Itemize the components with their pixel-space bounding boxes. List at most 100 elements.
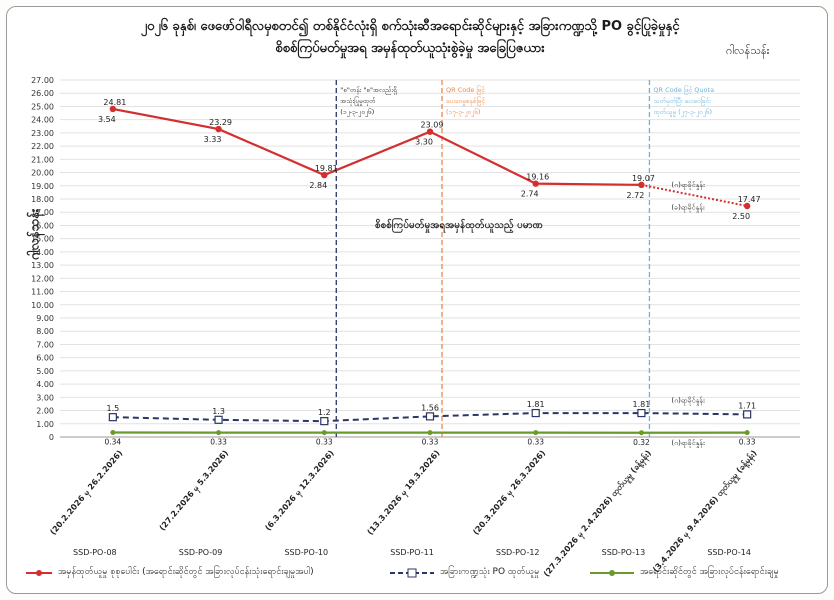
x-tick-label: (20.2.2026 မှ 26.2.2026) bbox=[48, 449, 126, 538]
data-point-total bbox=[426, 128, 434, 135]
data-point-other bbox=[321, 430, 327, 436]
y-tick-label: 5.00 bbox=[36, 367, 54, 376]
y-tick-label: 13.00 bbox=[31, 261, 54, 270]
legend-label-other: အရောင်းဆိုင်တွင် အခြားလုပ်ငန်းရောင်းချမှ… bbox=[640, 567, 779, 577]
legend-item-po: အခြားကဏ္ဍသုံး PO ထုတ်ယူမှု bbox=[390, 566, 539, 579]
data-label-total: 17.47 bbox=[738, 195, 761, 204]
data-point-total bbox=[109, 105, 117, 113]
annotation-vline-text: သတ်မှတ်ပြီး ပေးဝေခြင်း bbox=[653, 96, 711, 106]
series-line-total bbox=[112, 107, 642, 186]
data-point-other bbox=[533, 430, 539, 436]
y-tick-label: 24.00 bbox=[31, 116, 54, 125]
data-label-po: 1.81 bbox=[633, 400, 651, 409]
data-sublabel-total: 2.74 bbox=[521, 190, 539, 199]
data-point-po bbox=[320, 417, 329, 426]
data-point-po bbox=[425, 412, 435, 421]
po-label: SSD-PO-10 bbox=[284, 548, 328, 557]
po-label: SSD-PO-13 bbox=[602, 548, 646, 557]
data-sublabel-total: 2.50 bbox=[732, 212, 750, 221]
y-tick-label: 25.00 bbox=[31, 102, 54, 111]
po-label: SSD-PO-12 bbox=[496, 548, 540, 557]
data-label-total: 24.81 bbox=[103, 98, 126, 107]
y-tick-label: 3.00 bbox=[36, 393, 54, 402]
data-sublabel-total: 3.33 bbox=[204, 135, 222, 144]
data-label-total: 19.07 bbox=[632, 174, 655, 183]
data-point-po bbox=[637, 408, 646, 418]
data-point-other bbox=[110, 430, 116, 436]
data-label-po: 1.2 bbox=[318, 408, 331, 417]
annotation-vline-text: "စ"တန်း "စ"အလည်းရှိ bbox=[340, 86, 397, 95]
data-label-total: 19.16 bbox=[526, 173, 549, 182]
data-label-other: 0.33 bbox=[422, 438, 439, 447]
data-point-po bbox=[743, 410, 752, 419]
annotation-vline-text: (၁၂-၃-၂၀၂၆) bbox=[340, 108, 374, 117]
data-label-other: 0.32 bbox=[633, 438, 650, 447]
y-tick-label: 14.00 bbox=[31, 248, 54, 257]
data-label-po: 1.3 bbox=[212, 407, 225, 416]
data-point-total bbox=[532, 180, 539, 187]
data-point-other bbox=[216, 430, 222, 436]
legend-item-other: အရောင်းဆိုင်တွင် အခြားလုပ်ငန်းရောင်းချမှ… bbox=[590, 566, 779, 579]
legend-marker-other bbox=[590, 569, 634, 576]
annotation-vline-text: ပေးဝေမှုစနစ်ဖြင့် bbox=[446, 96, 486, 106]
annotation-vline-text: အသုံးပြုမှုထုတ် bbox=[340, 96, 376, 106]
x-tick-label: (13.3.2026 မှ 19.3.2026) bbox=[366, 449, 444, 538]
data-label-other: 0.33 bbox=[739, 438, 756, 447]
data-label-po: 1.81 bbox=[527, 400, 545, 409]
annotation-estimate: (ဂ)ရာခိုင်နှုန်း bbox=[671, 181, 704, 190]
data-point-other bbox=[427, 430, 433, 436]
data-label-po: 1.71 bbox=[738, 401, 756, 410]
data-point-total bbox=[743, 202, 751, 210]
legend-label-total: အမှန်ထုတ်ယူမှု စုစုပေါင်း (အရောင်းဆိုင်တ… bbox=[58, 567, 314, 577]
y-tick-label: 26.00 bbox=[31, 89, 54, 98]
y-tick-label: 0 bbox=[49, 433, 54, 442]
po-label: SSD-PO-09 bbox=[179, 548, 223, 557]
series-line-total-estimate bbox=[641, 183, 748, 207]
data-label-other: 0.33 bbox=[527, 438, 544, 447]
data-label-other: 0.33 bbox=[316, 438, 333, 447]
x-tick-label: (27.3.2026 မှ 2.4.2026) ထုတ်ယူမှု (ခန့်မ… bbox=[541, 448, 655, 581]
annotation-vline-text: (၁၇-၃-၂၀၂၆) bbox=[446, 108, 480, 117]
data-point-other bbox=[744, 430, 750, 436]
data-label-po: 1.56 bbox=[421, 403, 439, 412]
y-tick-label: 21.00 bbox=[31, 155, 54, 164]
data-sublabel-total: 2.84 bbox=[309, 181, 327, 190]
y-tick-label: 18.00 bbox=[31, 195, 54, 204]
po-label: SSD-PO-14 bbox=[707, 548, 751, 557]
y-tick-label: 10.00 bbox=[31, 301, 54, 310]
annotation-estimate: (ဂ)ရာခိုင်နှုန်း bbox=[671, 439, 704, 448]
data-label-po: 1.5 bbox=[106, 404, 119, 413]
y-tick-label: 22.00 bbox=[31, 142, 54, 151]
y-tick-label: 2.00 bbox=[36, 407, 54, 416]
legend-item-total: အမှန်ထုတ်ယူမှု စုစုပေါင်း (အရောင်းဆိုင်တ… bbox=[26, 566, 314, 579]
annotation-middle: စိစစ်ကြပ်မတ်မှုအရအမှန်ထုတ်ယူသည့် ပမာဏ bbox=[375, 217, 543, 234]
y-tick-label: 20.00 bbox=[31, 169, 54, 178]
data-point-total bbox=[638, 181, 645, 189]
unit-label: ဂါလန်သန်း bbox=[726, 44, 770, 57]
data-point-total bbox=[321, 171, 328, 179]
legend-marker-total bbox=[26, 569, 52, 576]
po-label: SSD-PO-11 bbox=[390, 548, 434, 557]
y-tick-label: 15.00 bbox=[31, 235, 54, 244]
data-sublabel-total: 2.72 bbox=[627, 191, 645, 200]
y-tick-label: 17.00 bbox=[31, 208, 54, 217]
chart-title-line1: ၂၀၂၆ ခုနှစ်၊ ဖေဖော်ဝါရီလမှစတင်၍ တစ်နိုင်… bbox=[140, 19, 680, 34]
x-tick-label: (6.3.2026 မှ 12.3.2026) bbox=[263, 449, 337, 534]
data-point-other bbox=[638, 430, 644, 436]
data-label-total: 23.29 bbox=[209, 118, 232, 127]
data-label-other: 0.33 bbox=[210, 438, 227, 447]
y-tick-label: 19.00 bbox=[31, 182, 54, 191]
x-tick-label: (20.3.2026 မှ 26.3.2026) bbox=[471, 449, 549, 538]
annotation-estimate: (ခ)ရာခိုင်နှုန်း bbox=[671, 204, 704, 213]
y-tick-label: 27.00 bbox=[31, 76, 54, 85]
y-tick-label: 4.00 bbox=[36, 380, 54, 389]
chart-title-line2: စိစစ်ကြပ်မတ်မှုအရ အမှန်ထုတ်ယူသုံးစွဲခဲ့မ… bbox=[275, 41, 545, 56]
y-tick-label: 8.00 bbox=[36, 327, 54, 336]
legend-label-po: အခြားကဏ္ဍသုံး PO ထုတ်ယူမှု bbox=[440, 567, 540, 577]
po-label: SSD-PO-08 bbox=[73, 548, 117, 557]
data-sublabel-total: 3.54 bbox=[98, 115, 116, 124]
y-tick-label: 7.00 bbox=[36, 340, 54, 349]
y-tick-label: 12.00 bbox=[31, 274, 54, 283]
chart-frame bbox=[6, 6, 828, 594]
